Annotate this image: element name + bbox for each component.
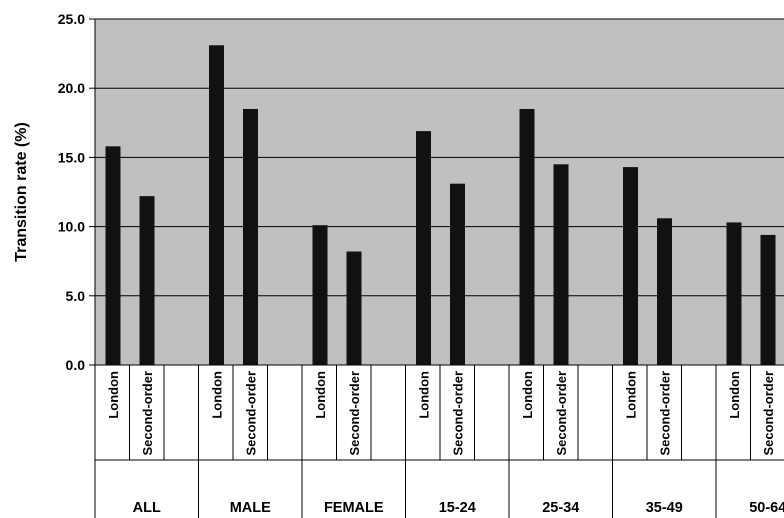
bar-25-34-london xyxy=(519,108,535,366)
bar-male-second-order xyxy=(243,108,258,366)
y-tick-label: 10.0 xyxy=(58,219,85,235)
subcategory-label: Second-order xyxy=(244,371,259,456)
subcategory-label: London xyxy=(520,371,535,419)
group-label: 15-24 xyxy=(439,500,476,516)
subcategory-label: London xyxy=(624,371,639,419)
bar-50-64-london xyxy=(726,222,742,365)
y-tick-label: 5.0 xyxy=(66,288,86,304)
subcategory-label: London xyxy=(106,371,121,419)
y-tick-label: 15.0 xyxy=(58,149,85,165)
bar-female-london xyxy=(312,225,328,365)
category-table: London Second-order ALL London Second-order M… xyxy=(95,364,784,518)
bar-male-london xyxy=(209,45,224,366)
subcategory-label: Second-order xyxy=(554,371,569,456)
bars xyxy=(105,45,776,366)
y-axis-title: Transition rate (%) xyxy=(13,122,30,262)
bar-35-49-second-order xyxy=(657,218,672,365)
axes xyxy=(89,18,96,518)
bar-15-24-second-order xyxy=(450,183,465,365)
group-label: 50-64 xyxy=(749,500,784,516)
subcategory-label: London xyxy=(727,371,742,419)
subcategory-label: London xyxy=(313,371,328,419)
group-label: FEMALE xyxy=(324,500,384,516)
group-label: ALL xyxy=(133,500,161,516)
bar-15-24-london xyxy=(416,131,431,365)
bar-female-second-order xyxy=(346,251,362,365)
subcategory-label: Second-order xyxy=(658,371,673,456)
plot-area xyxy=(95,19,784,365)
subcategory-label: Second-order xyxy=(451,371,466,456)
y-tick-labels: 0.0 5.0 10.0 15.0 20.0 25.0 xyxy=(58,11,85,373)
subcategory-label: London xyxy=(417,371,432,419)
bar-all-second-order xyxy=(139,196,155,365)
group-label: 25-34 xyxy=(542,500,579,516)
bar-all-london xyxy=(105,146,121,365)
group-label: MALE xyxy=(230,500,271,516)
subcategory-label: Second-order xyxy=(140,371,155,456)
bar-35-49-london xyxy=(623,167,638,365)
bar-50-64-second-order xyxy=(760,234,776,365)
y-tick-label: 25.0 xyxy=(58,11,85,27)
group-label: 35-49 xyxy=(646,500,683,516)
subcategory-label: Second-order xyxy=(347,371,362,456)
subcategory-label: Second-order xyxy=(761,371,776,456)
y-tick-label: 0.0 xyxy=(66,357,86,373)
subcategory-label: London xyxy=(210,371,225,419)
bar-25-34-second-order xyxy=(553,164,569,365)
y-tick-label: 20.0 xyxy=(58,80,85,96)
